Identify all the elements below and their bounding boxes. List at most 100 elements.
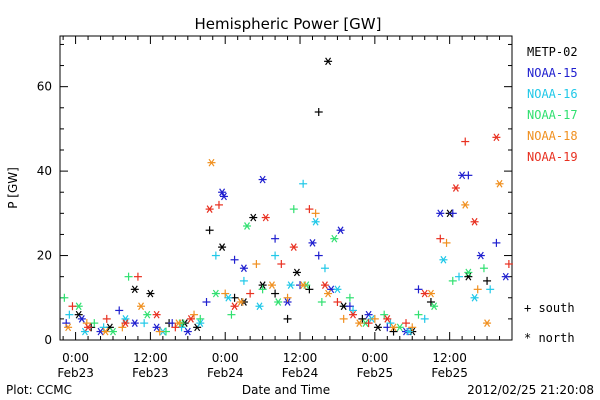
data-point: [408, 323, 417, 332]
legend: METP-02 NOAA-15 NOAA-16 NOAA-17 NOAA-18 NOAA-…: [527, 45, 578, 164]
data-point: [227, 310, 236, 319]
data-point: [271, 289, 280, 298]
data-point: [261, 213, 270, 222]
data-point: [292, 268, 301, 277]
y-tick-label: 20: [37, 249, 52, 263]
data-point: [219, 192, 228, 201]
data-point: [324, 289, 333, 298]
data-point: [314, 251, 323, 260]
data-point: [330, 234, 339, 243]
data-point: [236, 298, 245, 306]
data-point: [345, 293, 354, 302]
data-point-stroke: [293, 268, 300, 277]
data-point: [65, 310, 74, 319]
y-axis: 0 20 40 60: [37, 43, 512, 347]
data-point-stroke: [97, 327, 104, 336]
data-point-stroke: [440, 255, 447, 264]
data-point: [479, 264, 488, 273]
data-point: [470, 293, 479, 302]
data-point: [283, 298, 292, 306]
data-point: [230, 302, 239, 311]
data-point: [286, 281, 295, 289]
legend-entry: NOAA-17: [527, 108, 578, 122]
data-point: [196, 314, 205, 323]
data-point: [414, 285, 423, 294]
y-tick-label: 60: [37, 80, 52, 94]
data-point-stroke: [75, 310, 82, 319]
data-point-stroke: [437, 209, 444, 218]
marker-legend-entry: * north: [524, 331, 575, 345]
data-point: [405, 327, 414, 336]
data-point-stroke: [452, 184, 459, 192]
data-point: [152, 310, 161, 319]
data-point: [152, 323, 161, 332]
data-point-stroke: [331, 234, 338, 243]
data-point-stroke: [102, 327, 109, 336]
data-point: [207, 158, 216, 167]
data-point-stroke: [427, 289, 434, 298]
data-point-stroke: [138, 302, 145, 311]
data-point: [414, 310, 423, 319]
x-tick-date-label: Feb24: [207, 366, 244, 380]
legend-entry: NOAA-19: [527, 150, 578, 164]
data-point-stroke: [237, 298, 244, 306]
data-point-stroke: [110, 327, 116, 336]
data-point: [492, 238, 501, 247]
y-tick-label: 0: [44, 333, 52, 347]
data-point-stroke: [421, 289, 428, 298]
data-point: [68, 302, 77, 311]
data-point: [90, 319, 99, 328]
data-point: [364, 319, 373, 328]
data-point-stroke: [208, 158, 215, 167]
data-point: [430, 302, 439, 311]
data-point: [174, 319, 183, 327]
marker-legend-entry: + south: [524, 301, 575, 315]
y-axis-label: P [GW]: [6, 167, 20, 209]
data-point: [370, 314, 379, 323]
data-point-stroke: [462, 201, 469, 209]
data-point: [299, 179, 308, 188]
data-point: [218, 188, 227, 197]
data-point: [501, 272, 510, 281]
data-point: [320, 281, 329, 289]
data-point: [101, 327, 110, 336]
data-point: [130, 285, 139, 294]
data-point: [171, 323, 180, 332]
data-point-stroke: [259, 281, 266, 289]
data-point: [305, 205, 314, 214]
data-point: [62, 319, 71, 328]
footer-right: 2012/02/25 21:20:08: [467, 383, 594, 397]
data-point-stroke: [484, 319, 491, 327]
data-point: [380, 310, 389, 319]
x-tick-time-label: 12:00: [432, 351, 467, 365]
data-point: [205, 226, 214, 235]
data-point: [133, 272, 142, 281]
data-point-stroke: [153, 323, 160, 332]
data-point-stroke: [65, 323, 72, 332]
data-point: [358, 314, 367, 323]
data-point: [386, 319, 395, 328]
data-point-stroke: [187, 315, 194, 323]
data-point-stroke: [300, 281, 307, 289]
data-point: [483, 276, 492, 285]
x-axis: 0:00Feb2312:00Feb230:00Feb2412:00Feb240:…: [57, 36, 513, 380]
data-point-stroke: [268, 281, 275, 289]
data-point: [461, 137, 470, 146]
data-point-stroke: [312, 217, 319, 226]
data-point-stroke: [471, 293, 478, 302]
data-point-stroke: [250, 213, 257, 222]
data-point: [124, 272, 133, 281]
data-point: [252, 260, 261, 268]
data-point: [461, 201, 470, 209]
data-point: [258, 285, 267, 294]
data-point: [118, 323, 127, 332]
data-point: [243, 222, 252, 230]
data-point-stroke: [465, 268, 472, 277]
data-point-stroke: [350, 310, 357, 319]
data-point: [389, 323, 398, 332]
data-point: [339, 314, 348, 323]
data-point: [439, 255, 448, 264]
data-point: [317, 298, 326, 306]
data-point: [271, 251, 280, 260]
data-point: [320, 264, 329, 273]
